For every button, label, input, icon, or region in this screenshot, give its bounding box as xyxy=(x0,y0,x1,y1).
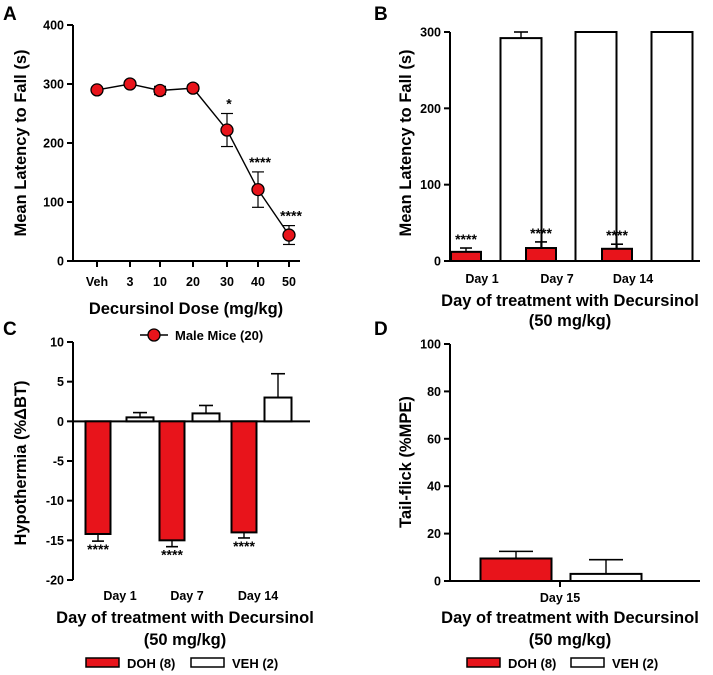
x-axis-title-line2: (50 mg/kg) xyxy=(529,631,612,649)
y-tick-label: 200 xyxy=(43,137,64,151)
y-tick-label: 400 xyxy=(43,19,64,33)
bar-doh xyxy=(230,420,258,534)
y-tick-label: 0 xyxy=(57,255,64,269)
y-tick-label: 200 xyxy=(420,102,441,116)
legend-swatch-veh xyxy=(190,657,225,668)
panel-d: D 0 20 40 60 80 100 Tail-flick (%MPE) Day 15 Day … xyxy=(374,319,700,671)
y-tick-label: 300 xyxy=(420,26,441,40)
x-tick-label: Veh xyxy=(86,275,108,289)
y-tick-label: 100 xyxy=(43,196,64,210)
x-tick-label: Day 1 xyxy=(103,589,136,603)
significance-marker: **** xyxy=(530,225,552,241)
data-point xyxy=(90,83,104,97)
legend-label: Male Mice (20) xyxy=(175,328,263,343)
significance-marker: * xyxy=(226,96,232,112)
bar-veh xyxy=(574,31,618,262)
y-tick-label: 40 xyxy=(427,480,441,494)
x-axis-title-line2: (50 mg/kg) xyxy=(144,631,227,649)
y-tick-label: 60 xyxy=(427,432,441,446)
y-tick-label: 10 xyxy=(50,336,64,350)
x-tick-label: 10 xyxy=(153,275,167,289)
x-tick-label: 20 xyxy=(186,275,200,289)
panel-letter-c: C xyxy=(3,319,17,340)
y-tick-label: -20 xyxy=(46,574,64,588)
legend-swatch-doh xyxy=(466,657,501,668)
significance-marker: **** xyxy=(606,227,628,243)
panel-c: C -20 -15 -10 -5 0 5 10 Hypothermia (%ΔBT) **** Da… xyxy=(3,319,314,671)
panel-letter-b: B xyxy=(374,4,388,25)
y-tick-label: -15 xyxy=(46,534,64,548)
y-axis-label: Hypothermia (%ΔBT) xyxy=(12,381,30,546)
y-tick-label: 100 xyxy=(420,338,441,352)
y-tick-label: 0 xyxy=(434,575,441,589)
y-axis-label: Mean Latency to Fall (s) xyxy=(397,49,415,236)
bar-doh xyxy=(479,557,553,582)
significance-marker: **** xyxy=(455,231,477,247)
panel-b: B 0 100 200 300 Mean Latency to Fall (s) **** D… xyxy=(374,4,700,330)
legend-label-doh: DOH (8) xyxy=(127,656,175,671)
y-axis-label: Tail-flick (%MPE) xyxy=(397,396,415,528)
x-tick-label: Day 14 xyxy=(613,272,653,286)
significance-marker: **** xyxy=(87,541,109,557)
data-point xyxy=(186,81,200,95)
y-tick-label: 20 xyxy=(427,527,441,541)
x-tick-label: Day 7 xyxy=(540,272,573,286)
bar-doh xyxy=(450,250,482,262)
legend-marker xyxy=(147,328,161,342)
y-tick-label: -10 xyxy=(46,494,64,508)
bar-doh xyxy=(525,247,557,262)
bar-doh xyxy=(601,247,633,262)
x-tick-label: Day 14 xyxy=(238,589,278,603)
x-tick-label: 3 xyxy=(127,275,134,289)
data-point xyxy=(251,182,265,197)
bar-veh xyxy=(125,416,155,423)
y-tick-label: 5 xyxy=(57,375,64,389)
x-axis-title-line2: (50 mg/kg) xyxy=(529,312,612,330)
panel-letter-a: A xyxy=(3,4,17,25)
data-point xyxy=(123,77,137,91)
bar-veh xyxy=(569,572,643,583)
y-tick-label: 0 xyxy=(57,415,64,429)
x-axis-title-line1: Day of treatment with Decursinol xyxy=(441,292,699,310)
bar-veh xyxy=(499,37,543,262)
significance-marker: **** xyxy=(161,547,183,563)
x-tick-label: Day 7 xyxy=(170,589,203,603)
y-tick-label: -5 xyxy=(53,455,64,469)
data-point xyxy=(220,123,234,137)
x-axis-title-line1: Day of treatment with Decursinol xyxy=(56,609,314,627)
data-point xyxy=(153,83,167,98)
x-tick-label: 40 xyxy=(251,275,265,289)
panel-a: A 0 100 200 300 400 Veh 3 10 20 30 40 50 Mean Latency… xyxy=(3,4,302,343)
x-tick-label: 50 xyxy=(282,275,296,289)
legend-label-veh: VEH (2) xyxy=(612,656,658,671)
y-tick-label: 300 xyxy=(43,78,64,92)
legend-label-doh: DOH (8) xyxy=(508,656,556,671)
bar-veh xyxy=(263,396,293,423)
x-axis-title-line1: Day of treatment with Decursinol xyxy=(441,609,699,627)
x-tick-label: 30 xyxy=(220,275,234,289)
significance-marker: **** xyxy=(233,538,255,554)
bar-doh xyxy=(84,420,112,535)
x-tick-label: Day 15 xyxy=(540,591,580,605)
bar-veh xyxy=(191,412,221,423)
x-tick-label: Day 1 xyxy=(465,272,498,286)
bar-veh xyxy=(650,31,694,262)
y-tick-label: 80 xyxy=(427,385,441,399)
legend-swatch-veh xyxy=(570,657,605,668)
y-axis-label: Mean Latency to Fall (s) xyxy=(12,49,30,236)
panel-letter-d: D xyxy=(374,319,388,340)
bar-doh xyxy=(158,420,186,542)
data-point xyxy=(282,228,296,242)
significance-marker: **** xyxy=(280,208,302,224)
y-tick-label: 0 xyxy=(434,255,441,269)
x-axis-label: Decursinol Dose (mg/kg) xyxy=(89,300,283,318)
legend-swatch-doh xyxy=(85,657,120,668)
legend-label-veh: VEH (2) xyxy=(232,656,278,671)
y-tick-label: 100 xyxy=(420,178,441,192)
significance-marker: **** xyxy=(249,154,271,170)
